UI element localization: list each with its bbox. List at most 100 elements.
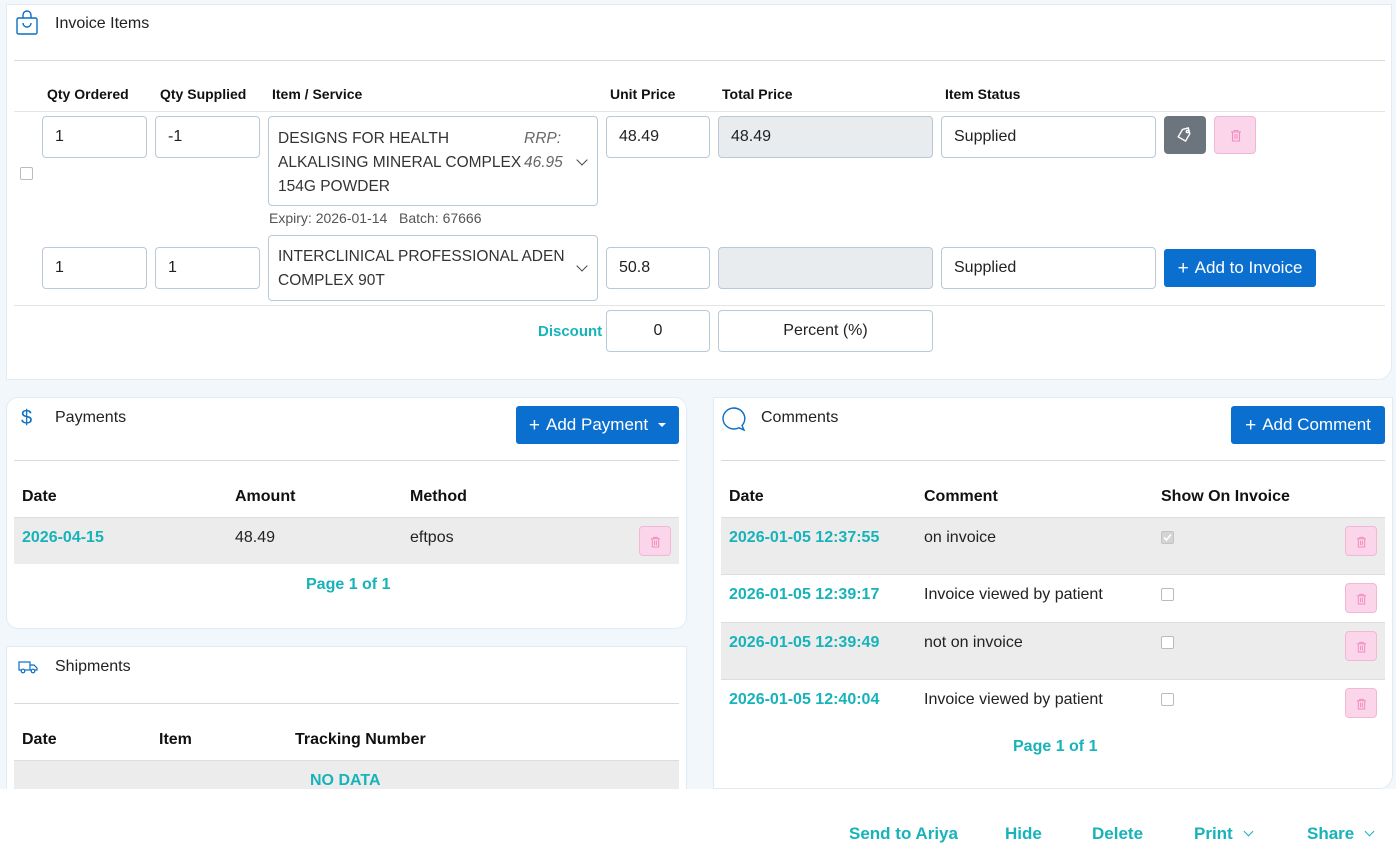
comment-text: not on invoice xyxy=(924,634,1023,651)
header-qty-supplied: Qty Supplied xyxy=(160,86,247,102)
rrp-label: RRP: 46.95 xyxy=(524,130,563,171)
comment-date-link[interactable]: 2026-01-05 12:39:49 xyxy=(729,634,880,651)
checkmark-icon xyxy=(1163,533,1172,542)
divider xyxy=(721,460,1385,461)
show-on-invoice-checkbox[interactable] xyxy=(1161,636,1174,649)
header-amount: Amount xyxy=(235,488,296,505)
shopping-bag-icon xyxy=(15,10,39,41)
add-to-invoice-button[interactable]: + Add to Invoice xyxy=(1164,249,1316,287)
header-tracking-number: Tracking Number xyxy=(295,731,426,748)
header-date: Date xyxy=(22,488,57,505)
qty-supplied-input[interactable]: 1 xyxy=(155,247,260,289)
discount-input[interactable]: 0 xyxy=(606,310,710,352)
unit-price-input[interactable]: 48.49 xyxy=(606,116,710,158)
item-service-select[interactable]: INTERCLINICAL PROFESSIONAL ADEN COMPLEX … xyxy=(268,235,598,301)
header-method: Method xyxy=(410,488,467,505)
table-row[interactable] xyxy=(721,574,1385,622)
tag-button[interactable] xyxy=(1164,116,1206,154)
expiry-batch-info: Expiry: 2026-01-14 Batch: 67666 xyxy=(269,210,482,226)
item-name: INTERCLINICAL PROFESSIONAL ADEN COMPLEX … xyxy=(278,248,565,289)
divider xyxy=(14,60,1385,61)
invoice-items-title: Invoice Items xyxy=(55,15,150,32)
payment-amount: 48.49 xyxy=(235,529,276,546)
delete-item-button[interactable] xyxy=(1214,116,1256,154)
total-price-field xyxy=(718,247,933,289)
comment-text: Invoice viewed by patient xyxy=(924,691,1103,708)
row-select-checkbox[interactable] xyxy=(20,167,33,180)
add-payment-button[interactable]: + Add Payment xyxy=(516,406,679,444)
chevron-down-icon xyxy=(576,260,588,272)
trash-icon xyxy=(1356,592,1367,610)
show-on-invoice-checkbox[interactable] xyxy=(1161,531,1174,544)
divider xyxy=(14,460,679,461)
show-on-invoice-checkbox[interactable] xyxy=(1161,588,1174,601)
header-comment: Comment xyxy=(924,488,998,505)
comment-date-link[interactable]: 2026-01-05 12:37:55 xyxy=(729,529,880,546)
item-status-select[interactable]: Supplied xyxy=(941,247,1156,289)
header-qty-ordered: Qty Ordered xyxy=(47,86,129,102)
print-button[interactable]: Print xyxy=(1194,824,1254,844)
discount-type-select[interactable]: Percent (%) xyxy=(718,310,933,352)
comment-text: on invoice xyxy=(924,529,997,546)
item-name: DESIGNS FOR HEALTH ALKALISING MINERAL CO… xyxy=(278,130,522,195)
header-date: Date xyxy=(729,488,764,505)
discount-label: Discount xyxy=(538,323,603,340)
add-comment-button[interactable]: + Add Comment xyxy=(1231,406,1385,444)
payment-method: eftpos xyxy=(410,529,454,546)
trash-icon xyxy=(1230,129,1242,147)
payment-date-link[interactable]: 2026-04-15 xyxy=(22,529,104,546)
payments-title: Payments xyxy=(55,409,127,426)
header-item-service: Item / Service xyxy=(272,86,363,102)
trash-icon xyxy=(1356,640,1367,658)
share-button[interactable]: Share xyxy=(1307,824,1375,844)
header-total-price: Total Price xyxy=(722,86,793,102)
trash-icon xyxy=(1356,535,1367,553)
delete-comment-button[interactable] xyxy=(1345,526,1377,556)
shipments-title: Shipments xyxy=(55,658,131,675)
comments-title: Comments xyxy=(761,409,839,426)
footer-bar xyxy=(0,789,1396,864)
header-item: Item xyxy=(159,731,192,748)
unit-price-input[interactable]: 50.8 xyxy=(606,247,710,289)
empty-row xyxy=(14,760,679,790)
chevron-down-icon xyxy=(1364,826,1375,837)
table-row[interactable] xyxy=(721,517,1385,574)
delete-button[interactable]: Delete xyxy=(1092,824,1144,843)
header-item-status: Item Status xyxy=(945,86,1021,102)
delete-comment-button[interactable] xyxy=(1345,688,1377,718)
show-on-invoice-checkbox[interactable] xyxy=(1161,693,1174,706)
qty-ordered-input[interactable]: 1 xyxy=(42,247,147,289)
table-row[interactable] xyxy=(721,622,1385,679)
delete-payment-button[interactable] xyxy=(639,526,671,556)
table-row[interactable] xyxy=(721,679,1385,727)
header-show-on-invoice: Show On Invoice xyxy=(1161,488,1290,505)
payments-pagination: Page 1 of 1 xyxy=(306,576,391,593)
qty-supplied-input[interactable]: -1 xyxy=(155,116,260,158)
comment-date-link[interactable]: 2026-01-05 12:39:17 xyxy=(729,586,880,603)
dollar-icon: $ xyxy=(21,407,33,429)
caret-down-icon xyxy=(658,423,667,427)
delete-comment-button[interactable] xyxy=(1345,583,1377,613)
hide-button[interactable]: Hide xyxy=(1005,824,1042,843)
total-price-field: 48.49 xyxy=(718,116,933,158)
trash-icon xyxy=(650,535,661,553)
trash-icon xyxy=(1356,697,1367,715)
plus-icon: + xyxy=(1177,257,1189,279)
delete-comment-button[interactable] xyxy=(1345,631,1377,661)
no-data-label: NO DATA xyxy=(310,772,381,789)
tag-icon xyxy=(1176,126,1194,149)
item-status-select[interactable]: Supplied xyxy=(941,116,1156,158)
chevron-down-icon xyxy=(576,154,588,166)
table-row[interactable] xyxy=(14,517,679,564)
item-service-select[interactable]: DESIGNS FOR HEALTH ALKALISING MINERAL CO… xyxy=(268,116,598,206)
divider xyxy=(14,703,679,704)
qty-ordered-input[interactable]: 1 xyxy=(42,116,147,158)
plus-icon: + xyxy=(1245,414,1257,436)
plus-icon: + xyxy=(528,414,541,436)
send-to-ariya-button[interactable]: Send to Ariya xyxy=(849,824,958,843)
comment-date-link[interactable]: 2026-01-05 12:40:04 xyxy=(729,691,880,708)
divider xyxy=(14,305,1385,306)
speech-bubble-icon xyxy=(720,405,748,438)
comment-text: Invoice viewed by patient xyxy=(924,586,1103,603)
header-date: Date xyxy=(22,731,57,748)
